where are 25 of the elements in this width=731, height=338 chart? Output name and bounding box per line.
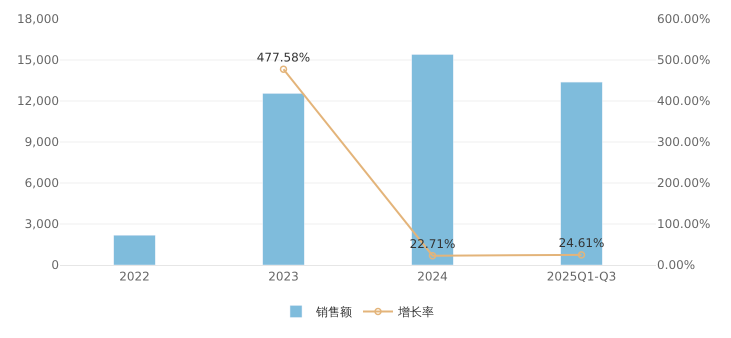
y-tick-label: 12,000 <box>17 94 59 108</box>
x-tick-label: 2022 <box>119 269 150 284</box>
y2-tick-label: 100.00% <box>657 217 710 232</box>
x-tick-label: 2023 <box>268 269 299 284</box>
y-tick-label: 9,000 <box>24 135 59 150</box>
point <box>428 252 436 260</box>
legend-label: 销售额 <box>315 305 352 320</box>
y-tick-label: 6,000 <box>24 176 59 190</box>
y-tick-label: 0 <box>51 258 59 272</box>
y2-tick-label: 300.00% <box>657 135 710 150</box>
y-tick-label: 3,000 <box>24 217 59 232</box>
legend-label: 增长率 <box>397 305 434 320</box>
point <box>578 251 586 259</box>
bar <box>113 235 156 265</box>
x-tick-label: 2025Q1-Q3 <box>546 269 616 284</box>
y2-tick-label: 200.00% <box>657 176 710 190</box>
y2-tick-label: 600.00% <box>657 12 710 26</box>
y-tick-label: 18,000 <box>17 12 59 26</box>
point <box>280 65 288 73</box>
y2-tick-label: 0.00% <box>657 258 696 272</box>
data-label: 477.58% <box>256 50 310 64</box>
x-tick-label: 2024 <box>417 269 448 284</box>
y2-tick-label: 400.00% <box>657 94 710 108</box>
y2-tick-label: 500.00% <box>657 53 710 68</box>
y-tick-label: 15,000 <box>17 53 59 68</box>
